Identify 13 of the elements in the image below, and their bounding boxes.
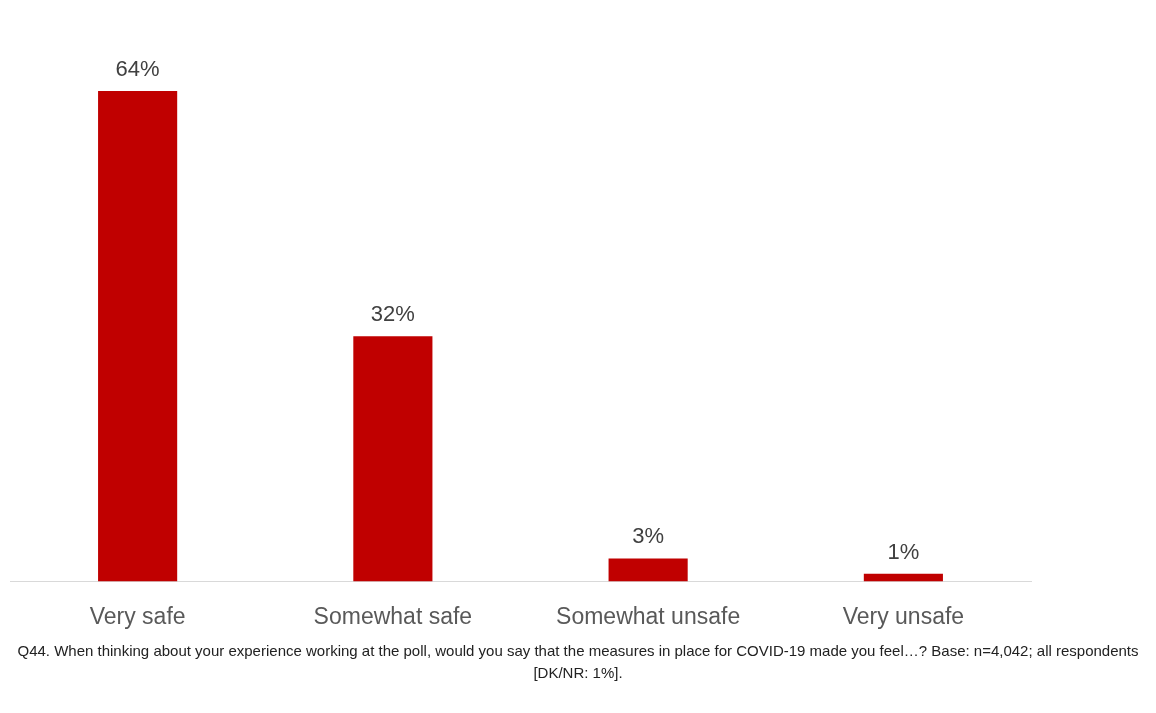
data-label: 3% <box>632 523 665 549</box>
bar <box>863 573 943 582</box>
x-tick-label: Very safe <box>89 602 186 629</box>
data-label: 1% <box>887 538 920 564</box>
bar <box>608 558 688 582</box>
text: Q44. When thinking about your experience working at the poll, would you say that the measures in place for COVID-19 made you feel…? Base: n=4,042; all respondents [DK/NR: 1%]. <box>16 641 1140 683</box>
bar <box>353 336 433 582</box>
x-tick-label: Very unsafe <box>842 602 965 629</box>
bar <box>98 90 178 582</box>
data-label: 32% <box>370 301 415 327</box>
x-tick-label: Somewhat unsafe <box>556 602 741 629</box>
data-label: 64% <box>115 56 160 82</box>
x-tick-label: Somewhat safe <box>313 602 473 629</box>
